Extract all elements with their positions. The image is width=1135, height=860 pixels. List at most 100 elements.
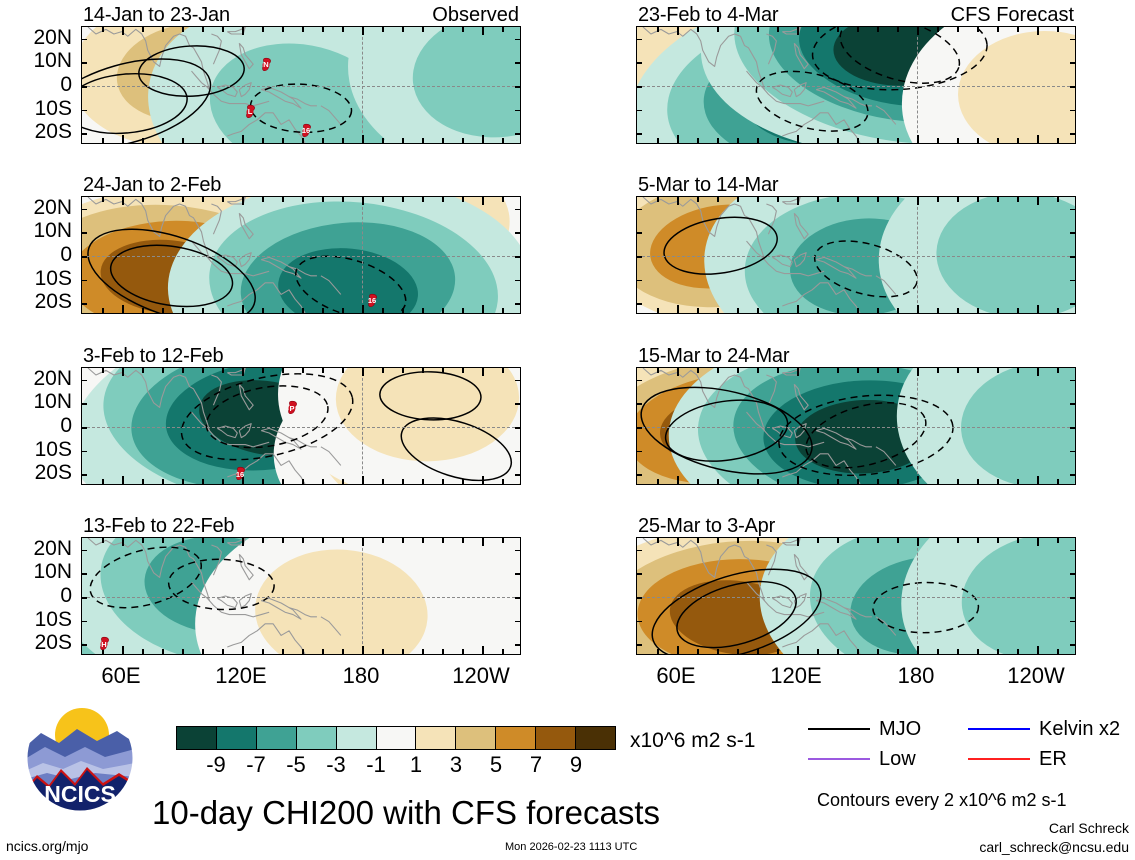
axis-tick bbox=[142, 368, 144, 373]
axis-tick bbox=[897, 479, 899, 484]
axis-tick bbox=[342, 308, 344, 313]
axis-tick bbox=[482, 476, 484, 484]
axis-tick bbox=[142, 308, 144, 313]
axis-tick bbox=[82, 38, 87, 41]
axis-tick bbox=[737, 138, 739, 143]
axis-tick bbox=[757, 368, 759, 373]
x-axis-label: 180 bbox=[342, 663, 380, 688]
axis-tick bbox=[977, 649, 979, 654]
x-axis-label: 120E bbox=[770, 663, 822, 688]
axis-tick bbox=[462, 138, 464, 143]
axis-tick bbox=[82, 450, 87, 453]
anomaly-field-p1 bbox=[82, 27, 520, 143]
axis-tick bbox=[697, 538, 699, 543]
axis-tick bbox=[102, 479, 104, 484]
axis-tick bbox=[877, 649, 879, 654]
axis-tick bbox=[162, 138, 164, 143]
axis-tick bbox=[282, 308, 284, 313]
axis-tick bbox=[122, 646, 124, 654]
axis-tick bbox=[222, 479, 224, 484]
axis-tick bbox=[122, 538, 124, 546]
panel-p3: 3-Feb to 12-Feb P 16 bbox=[81, 345, 521, 485]
axis-tick bbox=[382, 368, 384, 373]
axis-tick bbox=[817, 538, 819, 543]
axis-tick bbox=[817, 368, 819, 373]
axis-tick bbox=[302, 368, 304, 373]
axis-tick bbox=[757, 479, 759, 484]
axis-tick bbox=[777, 197, 779, 202]
axis-tick bbox=[515, 427, 520, 429]
axis-tick bbox=[502, 649, 504, 654]
storm-marker-icon: L bbox=[242, 103, 259, 120]
axis-tick bbox=[1057, 138, 1059, 143]
axis-tick bbox=[657, 479, 659, 484]
axis-tick bbox=[1070, 62, 1075, 64]
y-axis-label: 20S bbox=[34, 290, 72, 314]
axis-tick bbox=[82, 279, 87, 282]
axis-tick bbox=[957, 197, 959, 202]
axis-tick bbox=[1070, 379, 1075, 382]
colorbar-swatch bbox=[415, 727, 456, 749]
axis-tick bbox=[182, 479, 184, 484]
axis-tick bbox=[777, 308, 779, 313]
axis-tick bbox=[797, 476, 799, 484]
axis-tick bbox=[502, 308, 504, 313]
footer-email: carl_schreck@ncsu.edu bbox=[979, 839, 1129, 855]
axis-tick bbox=[837, 138, 839, 143]
axis-tick bbox=[677, 476, 679, 484]
axis-tick bbox=[515, 208, 520, 211]
contour-interval-note: Contours every 2 x10^6 m2 s-1 bbox=[817, 790, 1067, 810]
axis-tick bbox=[202, 138, 204, 143]
axis-tick bbox=[1017, 308, 1019, 313]
axis-tick bbox=[737, 197, 739, 202]
axis-tick bbox=[897, 368, 899, 373]
axis-tick bbox=[857, 649, 859, 654]
axis-tick bbox=[182, 649, 184, 654]
y-axis-label: 10S bbox=[34, 96, 72, 120]
axis-tick bbox=[262, 649, 264, 654]
axis-tick bbox=[422, 368, 424, 373]
axis-tick bbox=[302, 649, 304, 654]
axis-tick bbox=[1057, 308, 1059, 313]
legend-label-mjo: MJO bbox=[879, 717, 922, 740]
y-axis-label: 20N bbox=[33, 25, 72, 49]
axis-tick bbox=[422, 27, 424, 32]
axis-tick bbox=[222, 308, 224, 313]
map-frame-p2: 16 bbox=[81, 196, 521, 314]
axis-tick bbox=[917, 197, 919, 205]
axis-tick bbox=[757, 138, 759, 143]
axis-tick bbox=[637, 450, 642, 453]
axis-tick bbox=[657, 308, 659, 313]
axis-tick bbox=[362, 197, 364, 205]
axis-tick bbox=[462, 197, 464, 202]
map-frame-p3: P 16 bbox=[81, 367, 521, 485]
axis-tick bbox=[82, 62, 87, 64]
axis-tick bbox=[1070, 86, 1075, 88]
axis-tick bbox=[322, 197, 324, 202]
axis-tick bbox=[82, 379, 87, 382]
axis-tick bbox=[382, 308, 384, 313]
axis-tick bbox=[82, 427, 87, 429]
axis-tick bbox=[402, 308, 404, 313]
axis-tick bbox=[362, 305, 364, 313]
figure-title: 10-day CHI200 with CFS forecasts bbox=[152, 794, 661, 831]
axis-tick bbox=[777, 479, 779, 484]
axis-tick bbox=[717, 649, 719, 654]
legend-label-kelvin: Kelvin x2 bbox=[1039, 717, 1121, 740]
axis-tick bbox=[817, 479, 819, 484]
axis-tick bbox=[282, 368, 284, 373]
axis-tick bbox=[162, 649, 164, 654]
axis-tick bbox=[777, 649, 779, 654]
axis-tick bbox=[917, 27, 919, 35]
axis-tick bbox=[382, 538, 384, 543]
axis-tick bbox=[1070, 427, 1075, 429]
axis-tick bbox=[162, 197, 164, 202]
axis-tick bbox=[937, 27, 939, 32]
axis-tick bbox=[322, 308, 324, 313]
axis-tick bbox=[637, 597, 642, 599]
colorbar-swatch bbox=[375, 727, 416, 749]
axis-tick bbox=[757, 308, 759, 313]
axis-tick bbox=[362, 476, 364, 484]
footer-timestamp: Mon 2026-02-23 1113 UTC bbox=[505, 841, 638, 853]
storm-marker-icon: P bbox=[284, 400, 301, 417]
